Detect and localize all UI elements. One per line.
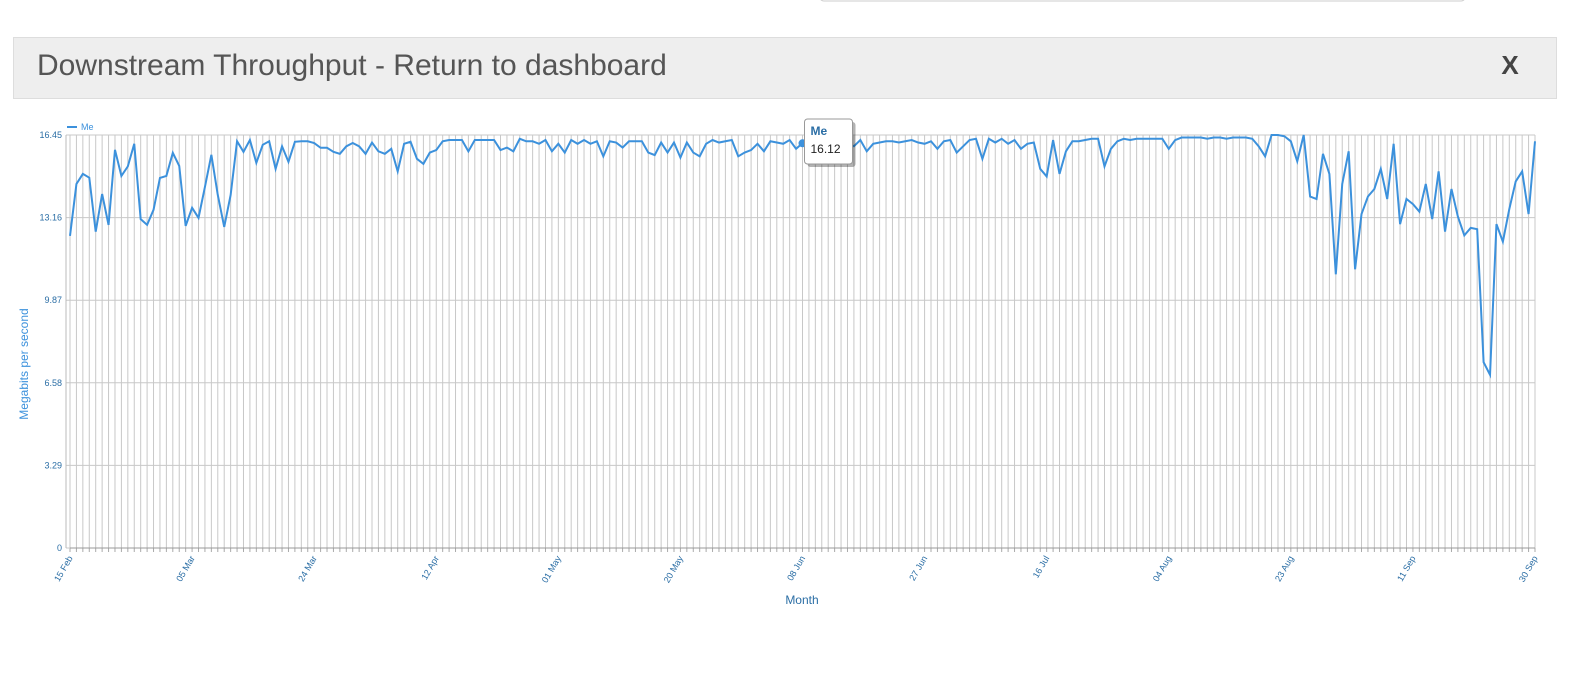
y-tick-label: 0 [57,543,62,553]
y-tick-label: 6.58 [44,378,62,388]
tooltip-value: 16.12 [811,142,841,156]
x-tick-label: 04 Aug [1151,554,1174,583]
legend-label: Me [81,122,94,132]
tooltip [804,118,853,165]
x-tick-label: 12 Apr [419,554,441,582]
x-tick-label: 20 May [662,554,686,585]
y-axis-label: Megabits per second [17,308,31,419]
title-bar [13,37,1557,99]
y-tick-label: 16.45 [39,130,62,140]
x-tick-label: 15 Feb [52,554,75,583]
x-tick-label: 08 Jun [785,554,807,582]
x-tick-label: 27 Jun [907,554,929,582]
x-tick-label: 05 Mar [174,554,197,583]
x-tick-label: 01 May [540,554,564,585]
x-tick-label: 30 Sep [1517,554,1540,584]
search-box[interactable] [820,0,1465,2]
tooltip-title: Me [811,124,828,138]
x-tick-label: 23 Aug [1273,554,1296,583]
x-axis-label: Month [785,593,818,607]
y-tick-label: 3.29 [44,460,62,470]
x-tick-label: 24 Mar [296,554,319,583]
close-button[interactable]: X [1501,50,1519,80]
x-tick-label: 16 Jul [1031,554,1052,580]
x-tick-label: 11 Sep [1395,554,1418,583]
y-tick-label: 9.87 [44,295,62,305]
page-title[interactable]: Downstream Throughput - Return to dashbo… [37,49,667,82]
y-tick-label: 13.16 [39,213,62,223]
plot: 15 Feb 05 Mar 24 Mar 12 Apr 01 May 20 May 08 J… [39,118,1540,585]
